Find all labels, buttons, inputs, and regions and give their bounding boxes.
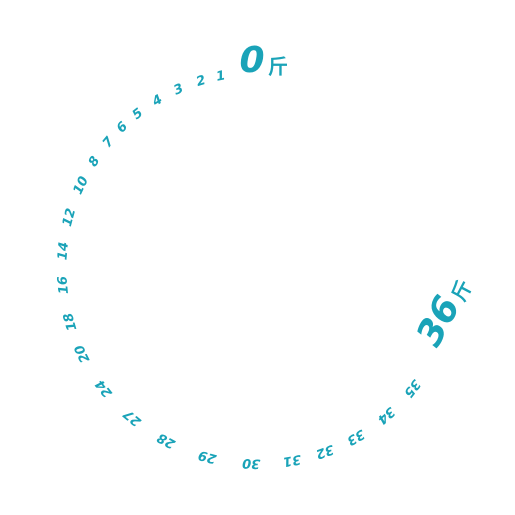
tick-label: 32	[314, 441, 336, 461]
tick-label: 14	[55, 241, 72, 260]
tick-label: 31	[282, 451, 302, 469]
end-label: 36 斤	[409, 276, 477, 353]
tick-label: 20	[72, 342, 93, 365]
tick-label: 1	[215, 68, 227, 84]
tick-label: 12	[60, 207, 79, 228]
tick-label: 30	[242, 455, 261, 471]
tick-label: 7	[100, 134, 118, 151]
tick-label: 5	[130, 106, 146, 123]
start-label: 0 斤	[239, 40, 288, 81]
tick-label: 8	[86, 154, 104, 170]
tick-label: 18	[61, 311, 80, 333]
tick-label: 24	[93, 376, 116, 399]
tick-label: 27	[120, 405, 144, 429]
tick-label: 29	[197, 447, 218, 466]
tick-label: 2	[194, 73, 207, 90]
tick-label: 10	[71, 174, 92, 197]
tick-label: 28	[155, 429, 178, 451]
start-value: 0	[239, 40, 264, 81]
tick-label: 35	[400, 376, 423, 399]
tick-label: 4	[149, 92, 165, 110]
tick-label: 34	[374, 404, 397, 427]
tick-label: 33	[344, 426, 367, 448]
tick-label: 6	[114, 119, 131, 136]
tick-label: 16	[55, 275, 72, 294]
tick-label: 3	[172, 81, 186, 98]
start-unit: 斤	[268, 55, 288, 79]
